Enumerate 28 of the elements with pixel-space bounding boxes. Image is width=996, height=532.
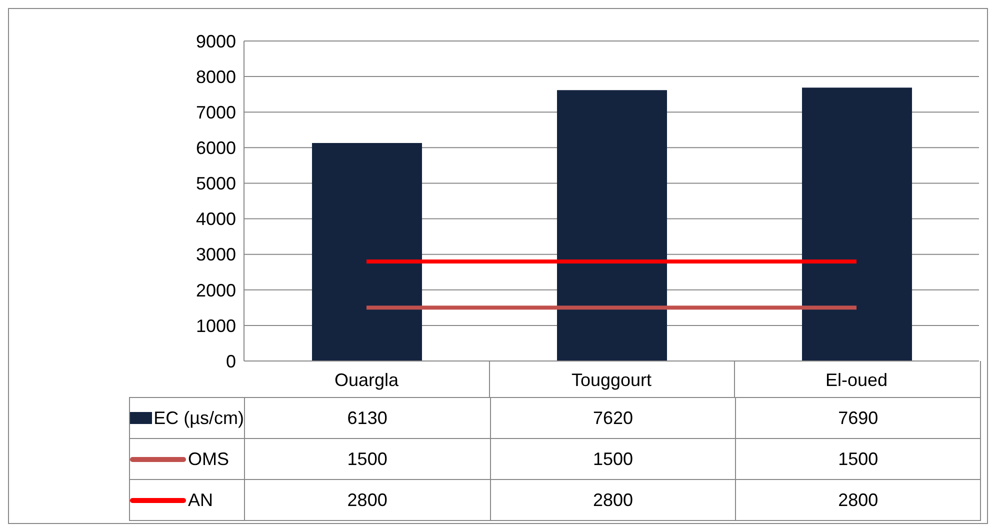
data-label: 6130 xyxy=(244,398,490,438)
x-tick-label: Ouargla xyxy=(334,370,400,390)
legend-label: AN xyxy=(188,490,214,510)
bar xyxy=(802,88,912,361)
legend-label: OMS xyxy=(188,448,230,470)
y-tick-label: 9000 xyxy=(196,31,236,52)
data-label: 1500 xyxy=(490,439,736,479)
y-tick-label: 0 xyxy=(226,351,236,372)
bar xyxy=(557,90,667,361)
bar xyxy=(312,143,422,361)
data-label: 7690 xyxy=(735,398,981,438)
y-tick-label: 5000 xyxy=(196,174,236,194)
data-label: 2800 xyxy=(735,480,981,520)
y-tick-label: 6000 xyxy=(196,138,236,158)
data-label: 7620 xyxy=(490,398,736,438)
x-tick-label: Touggourt xyxy=(571,370,652,390)
y-tick-label: 4000 xyxy=(196,209,236,230)
y-tick-label: 1000 xyxy=(196,316,236,336)
x-tick-label: El-oued xyxy=(825,370,888,390)
y-tick-label: 2000 xyxy=(196,280,236,300)
y-tick-label: 8000 xyxy=(196,66,236,87)
data-label: 2800 xyxy=(490,480,736,520)
data-label: 1500 xyxy=(735,439,981,479)
y-tick-label: 3000 xyxy=(196,244,236,265)
data-label: 1500 xyxy=(244,439,490,479)
legend-label: EC (µs/cm) xyxy=(154,408,244,428)
y-tick-label: 7000 xyxy=(196,102,236,122)
data-label: 2800 xyxy=(244,480,490,520)
